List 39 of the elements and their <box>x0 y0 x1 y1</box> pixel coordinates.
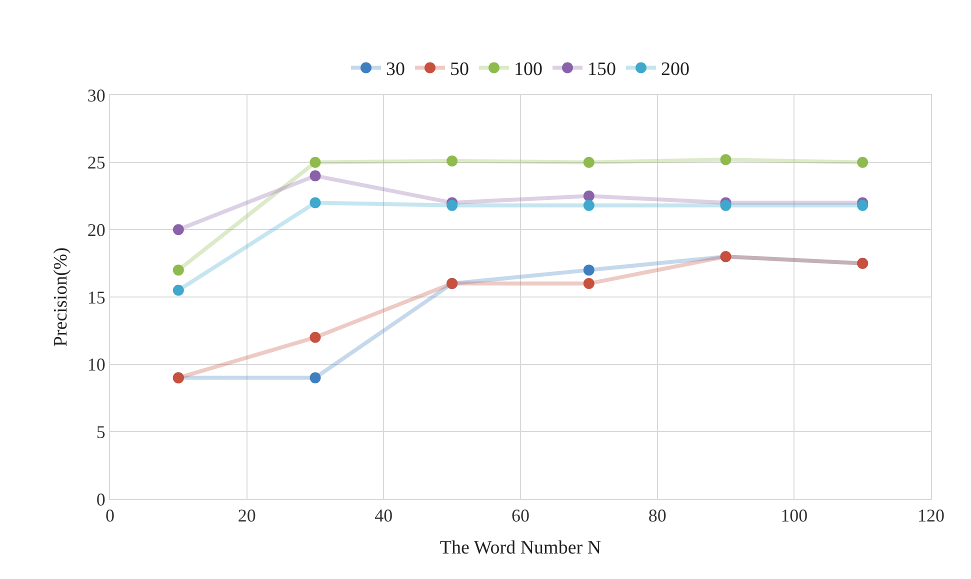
x-tick-label: 120 <box>918 506 944 526</box>
y-tick-label: 20 <box>87 220 106 240</box>
point <box>583 200 594 211</box>
point <box>172 264 184 276</box>
y-tick-label: 15 <box>87 287 106 308</box>
x-tick-label: 100 <box>780 506 808 526</box>
point <box>857 200 868 211</box>
legend-label: 30 <box>386 59 405 80</box>
point <box>583 264 594 276</box>
x-tick-label: 60 <box>512 506 530 526</box>
point <box>446 200 458 211</box>
point <box>310 372 321 384</box>
point <box>172 284 184 296</box>
legend-label: 100 <box>514 59 542 80</box>
point <box>583 278 594 290</box>
point <box>583 156 594 168</box>
point <box>583 190 594 202</box>
legend-label: 200 <box>661 59 690 80</box>
y-tick-label: 25 <box>87 152 106 173</box>
point <box>310 170 321 182</box>
legend-label: 150 <box>588 59 616 80</box>
y-tick-label: 5 <box>96 422 106 442</box>
y-tick-label: 0 <box>96 489 106 510</box>
y-tick-label: 10 <box>87 354 106 375</box>
point <box>720 154 732 166</box>
point <box>310 332 321 343</box>
point <box>310 156 321 168</box>
x-axis-title: The Word Number N <box>440 537 602 558</box>
point <box>720 200 732 211</box>
legend-label: 50 <box>450 59 469 80</box>
y-axis-title: Precision(%) <box>50 247 72 347</box>
point <box>446 155 458 166</box>
y-tick-label: 30 <box>87 85 106 106</box>
x-tick-label: 40 <box>374 506 393 526</box>
x-tick-label: 80 <box>648 506 666 526</box>
point <box>310 197 321 208</box>
point <box>857 156 868 168</box>
x-tick-label: 20 <box>238 506 256 526</box>
point <box>172 224 184 236</box>
